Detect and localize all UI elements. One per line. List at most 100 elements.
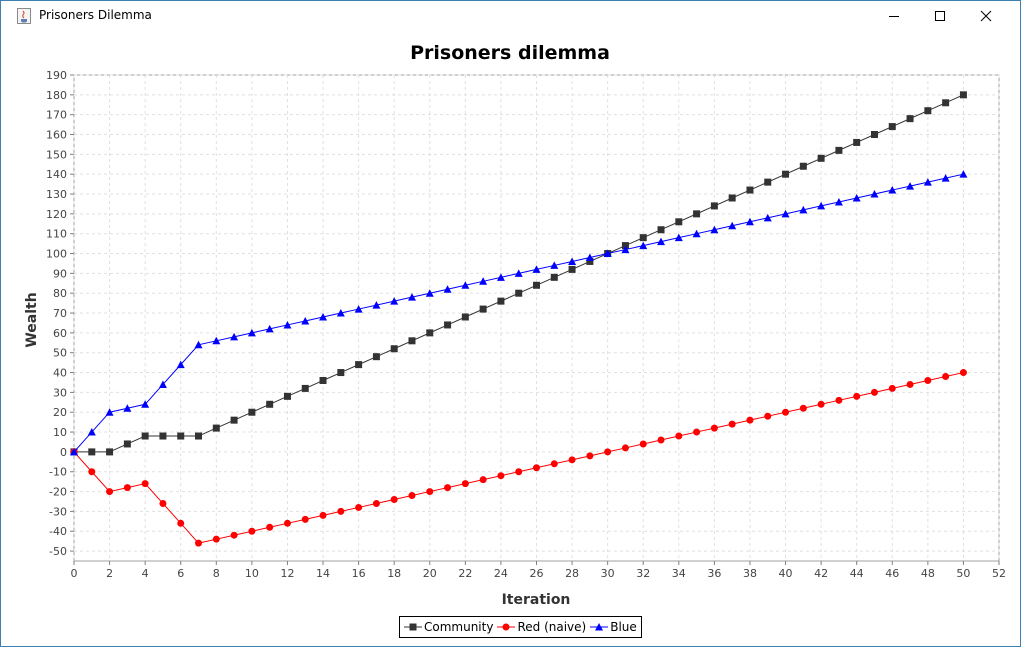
data-point (372, 353, 380, 361)
data-point (906, 380, 914, 388)
data-point (176, 360, 185, 369)
y-tick-label: 140 (46, 168, 67, 181)
close-icon (980, 10, 992, 22)
data-point (604, 448, 612, 456)
axes: 1901801701601501401301201101009080706050… (46, 69, 1006, 580)
data-point (675, 218, 683, 226)
data-point (212, 336, 221, 345)
data-point (728, 194, 736, 202)
close-button[interactable] (963, 1, 1009, 31)
minimize-icon (889, 16, 899, 17)
data-point (585, 253, 594, 261)
y-tick-label: 100 (46, 248, 67, 261)
data-point (230, 416, 238, 424)
data-point (319, 376, 327, 384)
y-tick-label: -30 (49, 505, 67, 518)
line-chart: Prisoners dilemma 1901801701601501401301… (24, 42, 1006, 608)
data-point (248, 527, 256, 535)
data-point (141, 400, 150, 408)
data-point (479, 476, 487, 484)
data-point (496, 273, 505, 281)
data-point (639, 440, 647, 448)
data-point (158, 380, 167, 388)
data-point (959, 170, 968, 178)
y-tick-label: -10 (49, 466, 67, 479)
y-tick-label: 150 (46, 148, 67, 161)
minimize-button[interactable] (871, 1, 917, 31)
x-tick-label: 20 (423, 567, 437, 580)
x-tick-label: 48 (921, 567, 935, 580)
data-point (799, 205, 808, 214)
data-point (372, 499, 380, 507)
data-point (799, 404, 807, 412)
data-point (283, 392, 291, 400)
x-tick-label: 52 (992, 567, 1006, 580)
y-tick-label: 30 (53, 386, 67, 399)
data-point (479, 277, 488, 285)
data-point (870, 190, 879, 198)
data-point (959, 91, 967, 99)
data-point (87, 428, 96, 436)
data-point (443, 285, 452, 293)
data-point (942, 373, 950, 381)
x-tick-label: 50 (956, 567, 970, 580)
data-point (337, 369, 345, 377)
x-tick-label: 36 (707, 567, 721, 580)
data-point (266, 523, 274, 531)
data-point (924, 376, 932, 384)
y-tick-label: 90 (53, 267, 67, 280)
data-point (479, 305, 487, 313)
data-point (941, 174, 950, 182)
y-tick-label: 40 (53, 367, 67, 380)
data-point (888, 384, 896, 392)
data-point (853, 392, 861, 400)
y-tick-label: 70 (53, 307, 67, 320)
data-point (746, 416, 754, 424)
data-point (283, 519, 291, 527)
data-point (105, 408, 114, 416)
data-point (746, 186, 754, 194)
title-bar[interactable]: Prisoners Dilemma (1, 1, 1020, 31)
data-point (355, 361, 363, 369)
circle-marker-icon (497, 623, 516, 631)
data-point (728, 420, 736, 428)
x-tick-label: 28 (565, 567, 579, 580)
data-point (621, 444, 629, 452)
y-tick-label: 50 (53, 347, 67, 360)
data-point (728, 221, 737, 230)
data-point (764, 412, 772, 420)
y-tick-label: 120 (46, 208, 67, 221)
y-tick-label: 10 (53, 426, 67, 439)
data-point (533, 281, 540, 289)
data-point (657, 237, 666, 246)
data-point (390, 496, 398, 504)
y-tick-label: 190 (46, 69, 67, 82)
data-point (675, 432, 683, 440)
data-point (248, 408, 256, 416)
series-layer (70, 91, 968, 547)
data-point (123, 484, 131, 492)
data-point (817, 400, 825, 408)
data-point (568, 456, 576, 464)
data-point (693, 210, 701, 218)
data-point (781, 209, 790, 218)
data-point (888, 186, 897, 194)
maximize-button[interactable] (917, 1, 963, 31)
y-tick-label: -20 (49, 486, 67, 499)
data-point (106, 448, 114, 456)
data-point (177, 432, 185, 440)
data-point (745, 217, 754, 226)
data-point (461, 480, 469, 488)
data-point (355, 503, 363, 511)
x-tick-label: 10 (245, 567, 259, 580)
legend-label-blue: Blue (610, 620, 637, 634)
data-point (693, 428, 701, 436)
data-point (337, 507, 345, 515)
chart-legend: Community Red (naive) Blue (399, 616, 642, 638)
data-point (639, 241, 648, 250)
data-point (942, 99, 950, 107)
data-point (194, 340, 203, 349)
triangle-marker-icon (590, 623, 609, 631)
legend-item-community: Community (404, 620, 493, 634)
data-point (621, 245, 630, 254)
